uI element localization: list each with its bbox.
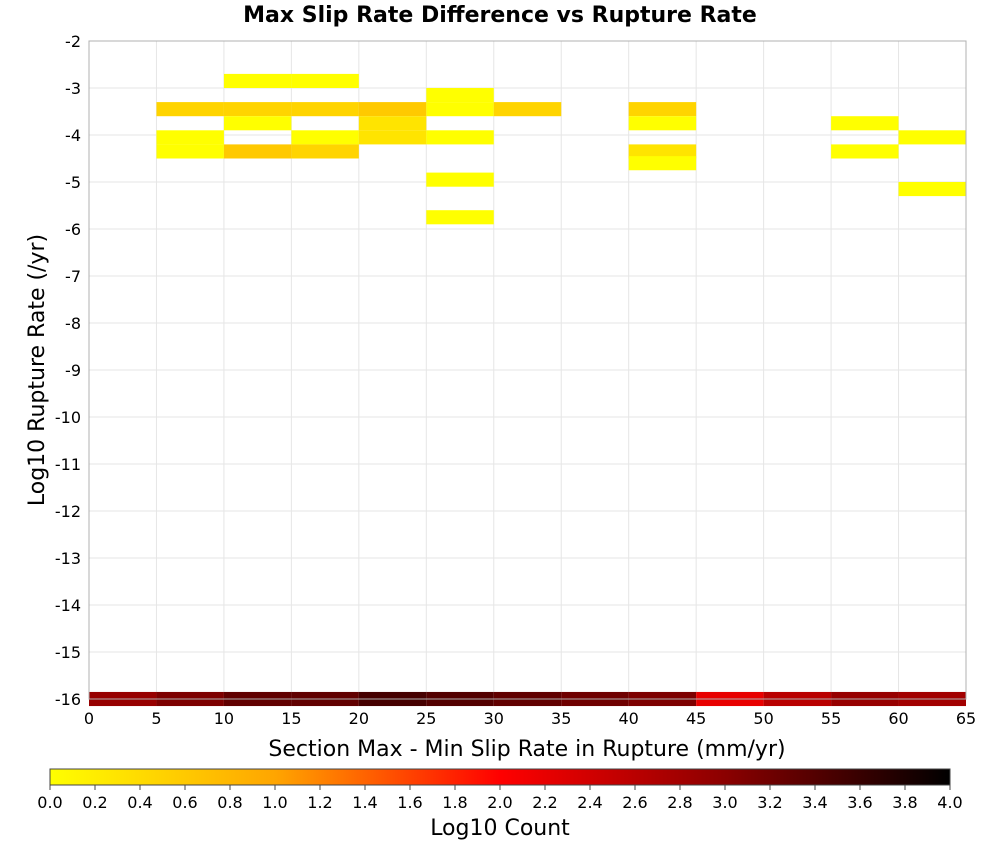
heatmap-cell — [156, 102, 224, 117]
colorbar-tick-label: 1.8 — [442, 793, 467, 812]
heatmap-cell — [426, 88, 494, 103]
heatmap-cell — [223, 144, 292, 159]
heatmap-cell — [831, 144, 899, 159]
colorbar-tick-label: 1.2 — [307, 793, 332, 812]
y-tick-label: -9 — [65, 361, 81, 380]
colorbar-tick-label: 0.6 — [172, 793, 197, 812]
x-tick-label: 20 — [349, 709, 369, 728]
x-tick-label: 50 — [753, 709, 773, 728]
y-tick-label: -5 — [65, 173, 81, 192]
colorbar-tick-label: 1.0 — [262, 793, 287, 812]
y-axis-label: Log10 Rupture Rate (/yr) — [25, 234, 50, 506]
heatmap-cell — [156, 144, 224, 159]
colorbar — [49, 768, 951, 786]
x-tick-label: 30 — [484, 709, 504, 728]
colorbar-tick-label: 3.8 — [892, 793, 917, 812]
x-axis-label: Section Max - Min Slip Rate in Rupture (… — [268, 737, 785, 762]
y-tick-label: -3 — [65, 79, 81, 98]
colorbar-label: Log10 Count — [430, 816, 570, 841]
y-tick-label: -13 — [55, 549, 81, 568]
heatmap-cell — [426, 172, 494, 187]
heatmap-cell — [223, 73, 292, 88]
heatmap-cells — [89, 73, 966, 707]
heatmap-cell — [358, 102, 427, 117]
y-tick-label: -6 — [65, 220, 81, 239]
colorbar-tick-label: 1.4 — [352, 793, 377, 812]
chart-title: Max Slip Rate Difference vs Rupture Rate — [243, 3, 757, 28]
y-tick-label: -7 — [65, 267, 81, 286]
colorbar-tick-label: 0.4 — [127, 793, 152, 812]
x-tick-label: 60 — [888, 709, 908, 728]
y-tick-label: -15 — [55, 643, 81, 662]
y-tick-label: -2 — [65, 32, 81, 51]
heatmap-cell — [156, 130, 224, 145]
colorbar-tick-label: 0.0 — [37, 793, 62, 812]
heatmap-cell — [358, 130, 427, 145]
colorbar-tick-label: 3.0 — [712, 793, 737, 812]
heatmap-cell — [493, 102, 562, 117]
x-tick-label: 25 — [416, 709, 436, 728]
heatmap-cell — [426, 130, 494, 145]
x-tick-label: 0 — [84, 709, 94, 728]
x-tick-label: 5 — [151, 709, 161, 728]
plot-area — [88, 40, 967, 700]
heatmap-cell — [628, 116, 697, 131]
x-axis-ticks: 0 5 10 15 20 25 30 35 40 45 50 55 60 65 — [84, 709, 976, 728]
colorbar-tick-label: 4.0 — [937, 793, 962, 812]
y-tick-label: -14 — [55, 596, 81, 615]
x-tick-label: 65 — [956, 709, 976, 728]
x-tick-label: 35 — [551, 709, 571, 728]
heatmap-cell — [291, 102, 359, 117]
heatmap-cell — [831, 116, 899, 131]
colorbar-tick-label: 3.6 — [847, 793, 872, 812]
colorbar-tick-label: 2.0 — [487, 793, 512, 812]
heatmap-cell — [426, 210, 494, 225]
heatmap-cell — [426, 102, 494, 117]
colorbar-tick-label: 0.2 — [82, 793, 107, 812]
y-tick-label: -10 — [55, 408, 81, 427]
colorbar-tick-label: 3.2 — [757, 793, 782, 812]
x-tick-label: 10 — [214, 709, 234, 728]
heatmap-cell — [291, 130, 359, 145]
x-tick-label: 40 — [619, 709, 639, 728]
heatmap-cell — [628, 144, 697, 159]
colorbar-ticks: 0.0 0.2 0.4 0.6 0.8 1.0 1.2 1.4 1.6 1.8 2.0 2.2 2.4 2… — [37, 785, 963, 812]
heatmap-cell — [291, 144, 359, 159]
x-tick-label: 55 — [821, 709, 841, 728]
heatmap-cell — [358, 116, 427, 131]
y-tick-label: -12 — [55, 502, 81, 521]
colorbar-tick-label: 2.8 — [667, 793, 692, 812]
colorbar-tick-label: 2.2 — [532, 793, 557, 812]
colorbar-tick-label: 3.4 — [802, 793, 827, 812]
y-tick-label: -4 — [65, 126, 81, 145]
colorbar-tick-label: 2.4 — [577, 793, 602, 812]
heatmap-cell — [223, 116, 292, 131]
heatmap-cell — [628, 156, 697, 171]
heatmap-cell — [898, 130, 966, 145]
y-tick-label: -8 — [65, 314, 81, 333]
y-tick-label: -11 — [55, 455, 81, 474]
colorbar-tick-label: 2.6 — [622, 793, 647, 812]
heatmap-cell — [223, 102, 292, 117]
y-axis-ticks: -2 -3 -4 -5 -6 -7 -8 -9 -10 -11 -12 -13 -14 -15 -16 — [55, 32, 81, 709]
heatmap-cell — [291, 73, 359, 88]
colorbar-tick-label: 0.8 — [217, 793, 242, 812]
x-tick-label: 45 — [686, 709, 706, 728]
heatmap-cell — [898, 182, 966, 197]
colorbar-tick-label: 1.6 — [397, 793, 422, 812]
y-tick-label: -16 — [55, 690, 81, 709]
heatmap-cell — [628, 102, 697, 117]
x-tick-label: 15 — [281, 709, 301, 728]
